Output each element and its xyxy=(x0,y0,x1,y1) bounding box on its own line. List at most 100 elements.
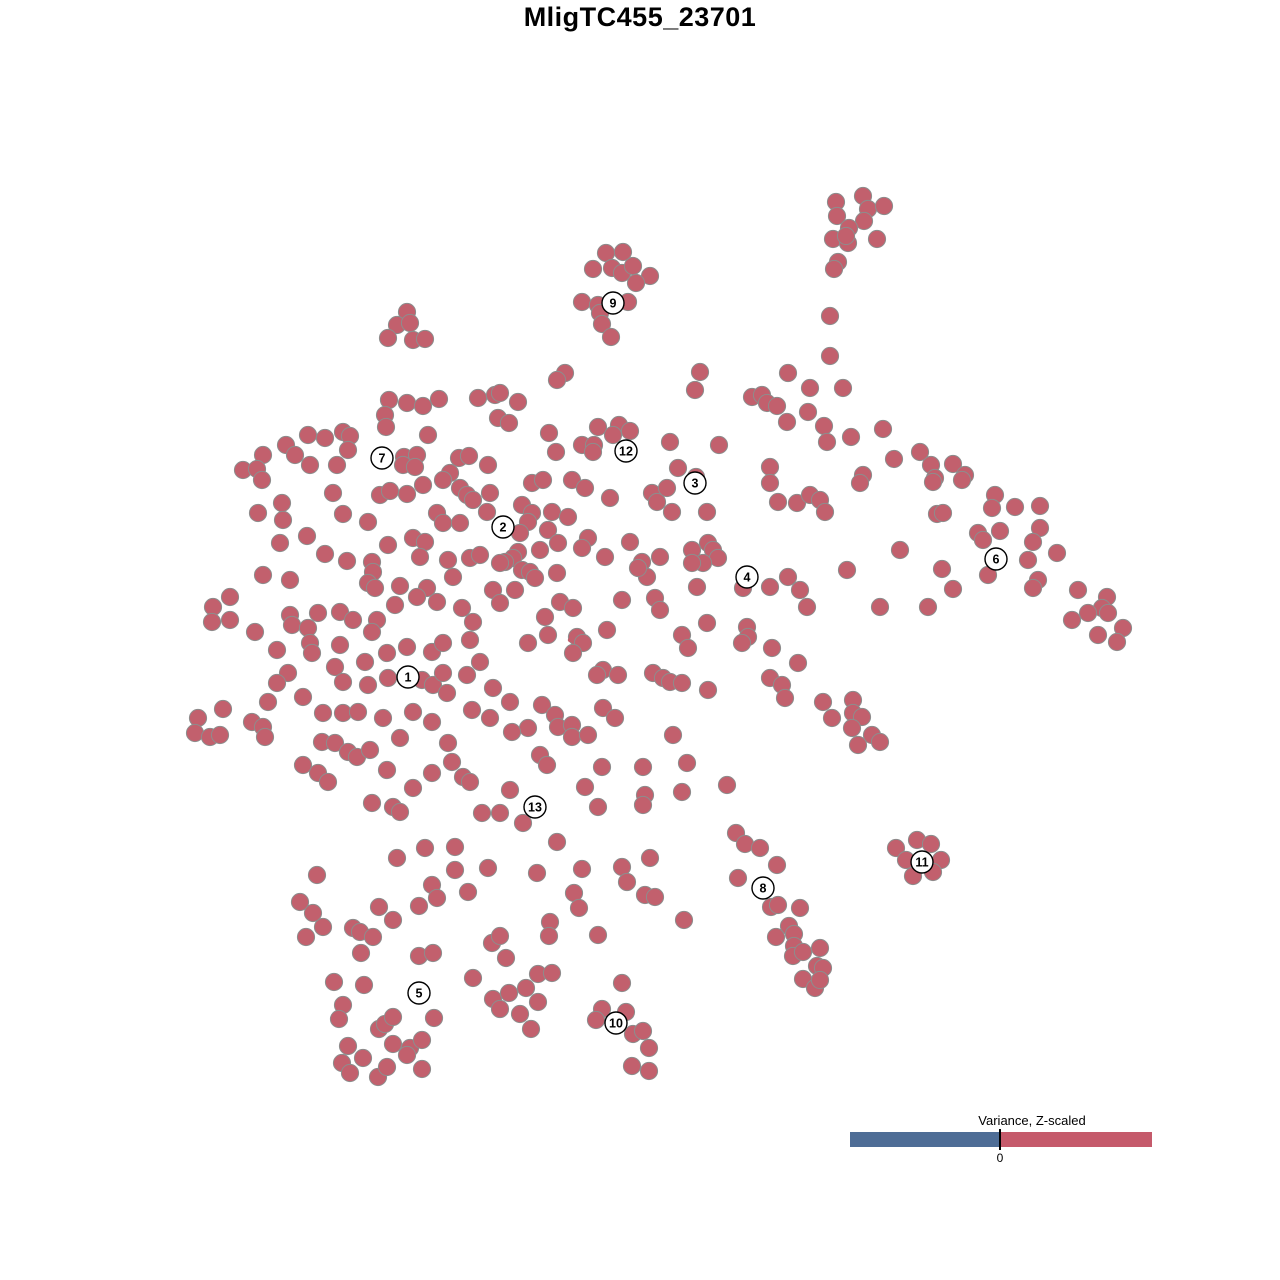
data-point xyxy=(525,568,545,588)
data-point xyxy=(354,975,374,995)
cluster-label-circle xyxy=(523,795,547,819)
data-point xyxy=(496,948,516,968)
data-point xyxy=(412,1030,432,1050)
data-point xyxy=(623,256,643,276)
data-point xyxy=(248,503,268,523)
data-point xyxy=(533,470,553,490)
data-point xyxy=(1023,578,1043,598)
data-point xyxy=(459,446,479,466)
data-point xyxy=(418,425,438,445)
data-point xyxy=(854,211,874,231)
data-point xyxy=(1018,550,1038,570)
data-point xyxy=(850,473,870,493)
data-point xyxy=(437,683,457,703)
data-point xyxy=(302,643,322,663)
chart-title: MligTC455_23701 xyxy=(523,2,757,32)
data-point xyxy=(343,610,363,630)
data-point xyxy=(348,702,368,722)
data-point xyxy=(423,943,443,963)
data-point xyxy=(548,533,568,553)
data-point xyxy=(814,416,834,436)
cluster-label-circle xyxy=(910,850,934,874)
data-point xyxy=(502,722,522,742)
data-point xyxy=(663,725,683,745)
data-point xyxy=(539,926,559,946)
data-point xyxy=(542,502,562,522)
data-point xyxy=(677,753,697,773)
data-point xyxy=(499,983,519,1003)
data-point xyxy=(921,834,941,854)
data-point xyxy=(884,449,904,469)
cluster-label-circle xyxy=(370,446,394,470)
data-point xyxy=(874,196,894,216)
data-point xyxy=(833,378,853,398)
data-point xyxy=(660,432,680,452)
cluster-label-circle xyxy=(407,981,431,1005)
data-point xyxy=(750,838,770,858)
cluster-label-number: 8 xyxy=(760,882,767,896)
data-point xyxy=(415,329,435,349)
data-point xyxy=(620,421,640,441)
data-point xyxy=(697,502,717,522)
data-point xyxy=(588,417,608,437)
data-point xyxy=(678,638,698,658)
data-point xyxy=(298,425,318,445)
data-point xyxy=(867,229,887,249)
data-point xyxy=(390,802,410,822)
cluster-label-circle xyxy=(984,547,1008,571)
data-point xyxy=(313,703,333,723)
data-point xyxy=(521,1019,541,1039)
data-point xyxy=(778,567,798,587)
data-point xyxy=(1107,632,1127,652)
data-point xyxy=(592,314,612,334)
cluster-label-number: 3 xyxy=(692,477,699,491)
cluster-label: 5 xyxy=(407,981,431,1005)
data-point xyxy=(628,558,648,578)
data-point xyxy=(873,419,893,439)
data-point xyxy=(433,470,453,490)
data-point xyxy=(690,362,710,382)
cluster-label: 8 xyxy=(751,876,775,900)
data-point xyxy=(717,775,737,795)
data-point xyxy=(1062,610,1082,630)
data-point xyxy=(848,735,868,755)
data-point xyxy=(267,673,287,693)
data-point xyxy=(390,728,410,748)
cluster-label-circle xyxy=(751,876,775,900)
data-point xyxy=(400,313,420,333)
data-point xyxy=(363,927,383,947)
data-point xyxy=(422,763,442,783)
data-point xyxy=(308,603,328,623)
data-point xyxy=(490,383,510,403)
data-point xyxy=(760,473,780,493)
data-point xyxy=(267,640,287,660)
data-point xyxy=(841,427,861,447)
data-point xyxy=(620,532,640,552)
data-point xyxy=(273,510,293,530)
data-point xyxy=(613,242,633,262)
cluster-label-circle xyxy=(735,565,759,589)
data-point xyxy=(572,859,592,879)
data-point xyxy=(943,579,963,599)
small-data-mark xyxy=(567,637,573,643)
data-point xyxy=(562,470,582,490)
data-point xyxy=(530,540,550,560)
data-point xyxy=(622,1056,642,1076)
data-point xyxy=(338,1036,358,1056)
data-point xyxy=(213,699,233,719)
data-point xyxy=(822,708,842,728)
data-point xyxy=(817,432,837,452)
data-point xyxy=(563,643,583,663)
data-point xyxy=(202,612,222,632)
data-point xyxy=(325,657,345,677)
data-point xyxy=(353,1048,373,1068)
data-point xyxy=(798,402,818,422)
data-point xyxy=(403,702,423,722)
data-point xyxy=(768,895,788,915)
data-point xyxy=(478,455,498,475)
data-point xyxy=(445,837,465,857)
data-point xyxy=(478,858,498,878)
data-point xyxy=(1030,496,1050,516)
data-point xyxy=(468,388,488,408)
